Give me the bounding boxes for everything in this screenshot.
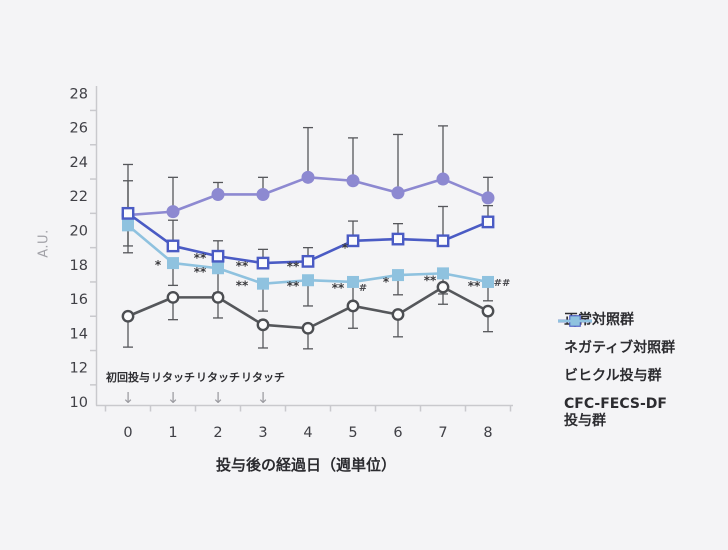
svg-text:**: ** [194, 251, 207, 265]
series-normal-control [121, 280, 495, 335]
svg-text:#: # [359, 283, 367, 294]
series-cfc-fecs-df [122, 219, 494, 290]
svg-text:**: ** [287, 279, 300, 293]
y-axis-title: A.U. [36, 229, 52, 258]
legend-label: ネガティブ対照群 [564, 340, 676, 356]
svg-text:22: 22 [70, 189, 88, 205]
legend-item-negative-control: ネガティブ対照群 [556, 315, 726, 357]
legend-label: 正常対照群 [564, 312, 634, 328]
svg-text:2: 2 [213, 425, 222, 441]
error-bars-negative-control [123, 125, 493, 216]
svg-text:**: ** [424, 273, 437, 287]
axes [90, 86, 513, 412]
svg-text:6: 6 [393, 425, 402, 441]
svg-text:**: ** [332, 281, 345, 295]
svg-text:20: 20 [70, 224, 88, 240]
svg-text:26: 26 [70, 121, 88, 137]
series-vehicle [121, 206, 495, 270]
svg-text:5: 5 [348, 425, 357, 441]
svg-text:10: 10 [70, 395, 88, 411]
svg-text:↓: ↓ [212, 389, 225, 407]
svg-text:*: * [342, 241, 349, 255]
legend-label: CFC-FECS-DF 投与群 [564, 396, 667, 429]
svg-text:**: ** [287, 259, 300, 273]
legend-item-cfc-fecs-df: CFC-FECS-DF 投与群 [556, 316, 726, 430]
svg-text:初回投与: 初回投与 [106, 370, 150, 384]
significance-markers: * **** *********** # * ** ** ## [155, 241, 511, 295]
svg-text:8: 8 [483, 425, 492, 441]
svg-text:**: ** [236, 279, 249, 293]
x-axis-title: 投与後の経過日（週単位） [215, 456, 396, 474]
svg-text:7: 7 [438, 425, 447, 441]
svg-text:リタッチ: リタッチ [151, 371, 195, 384]
treatment-annotations: 初回投与 ↓ リタッチ ↓ リタッチ ↓ リタッチ ↓ [106, 370, 285, 407]
svg-text:↓: ↓ [122, 389, 135, 407]
svg-text:16: 16 [70, 292, 88, 308]
svg-text:リタッチ: リタッチ [196, 371, 240, 384]
legend-item-vehicle: ビヒクル投与群 [556, 315, 726, 385]
svg-text:14: 14 [70, 326, 88, 342]
svg-text:**: ** [468, 279, 481, 293]
svg-text:リタッチ: リタッチ [241, 371, 285, 384]
series-negative-control [121, 170, 495, 222]
svg-text:##: ## [494, 278, 511, 289]
svg-text:↓: ↓ [167, 389, 180, 407]
svg-text:*: * [155, 258, 162, 272]
svg-text:3: 3 [258, 425, 267, 441]
svg-text:24: 24 [70, 155, 88, 171]
svg-text:18: 18 [70, 258, 88, 274]
svg-text:↓: ↓ [257, 389, 270, 407]
svg-text:**: ** [236, 259, 249, 273]
svg-text:**: ** [194, 265, 207, 279]
legend-label: ビヒクル投与群 [564, 368, 662, 384]
legend: 正常対照群ネガティブ対照群 ビヒクル投与群 CFC-FECS-DF 投与群 [556, 312, 726, 430]
cfc-fecs-df-marker-icon [558, 316, 592, 326]
svg-text:12: 12 [70, 361, 88, 377]
svg-text:*: * [383, 275, 390, 289]
svg-text:0: 0 [123, 425, 132, 441]
svg-text:1: 1 [168, 425, 177, 441]
svg-text:28: 28 [70, 86, 88, 102]
svg-text:4: 4 [303, 425, 312, 441]
